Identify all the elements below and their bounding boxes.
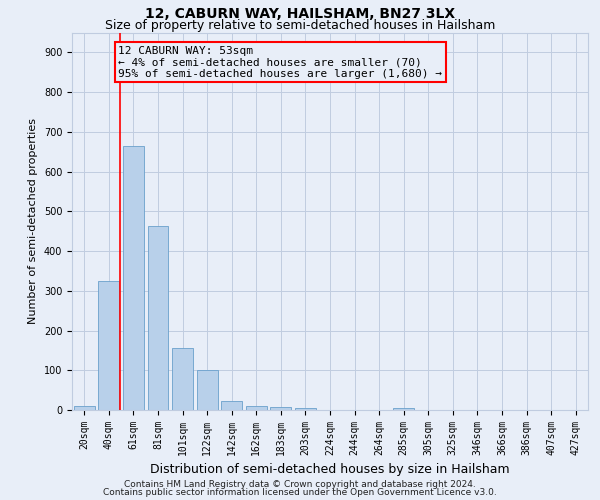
Bar — [393, 408, 414, 410]
Y-axis label: Number of semi-detached properties: Number of semi-detached properties — [28, 118, 38, 324]
Text: Contains public sector information licensed under the Open Government Licence v3: Contains public sector information licen… — [103, 488, 497, 497]
Text: 12, CABURN WAY, HAILSHAM, BN27 3LX: 12, CABURN WAY, HAILSHAM, BN27 3LX — [145, 8, 455, 22]
Bar — [98, 281, 119, 410]
Bar — [221, 402, 242, 410]
Text: Contains HM Land Registry data © Crown copyright and database right 2024.: Contains HM Land Registry data © Crown c… — [124, 480, 476, 489]
Bar — [123, 146, 144, 410]
X-axis label: Distribution of semi-detached houses by size in Hailsham: Distribution of semi-detached houses by … — [150, 464, 510, 476]
Bar — [197, 370, 218, 410]
Text: Size of property relative to semi-detached houses in Hailsham: Size of property relative to semi-detach… — [105, 19, 495, 32]
Bar — [246, 406, 267, 410]
Text: 12 CABURN WAY: 53sqm
← 4% of semi-detached houses are smaller (70)
95% of semi-d: 12 CABURN WAY: 53sqm ← 4% of semi-detach… — [118, 46, 442, 79]
Bar — [295, 408, 316, 410]
Bar — [172, 348, 193, 410]
Bar — [74, 406, 95, 410]
Bar — [271, 407, 292, 410]
Bar — [148, 226, 169, 410]
